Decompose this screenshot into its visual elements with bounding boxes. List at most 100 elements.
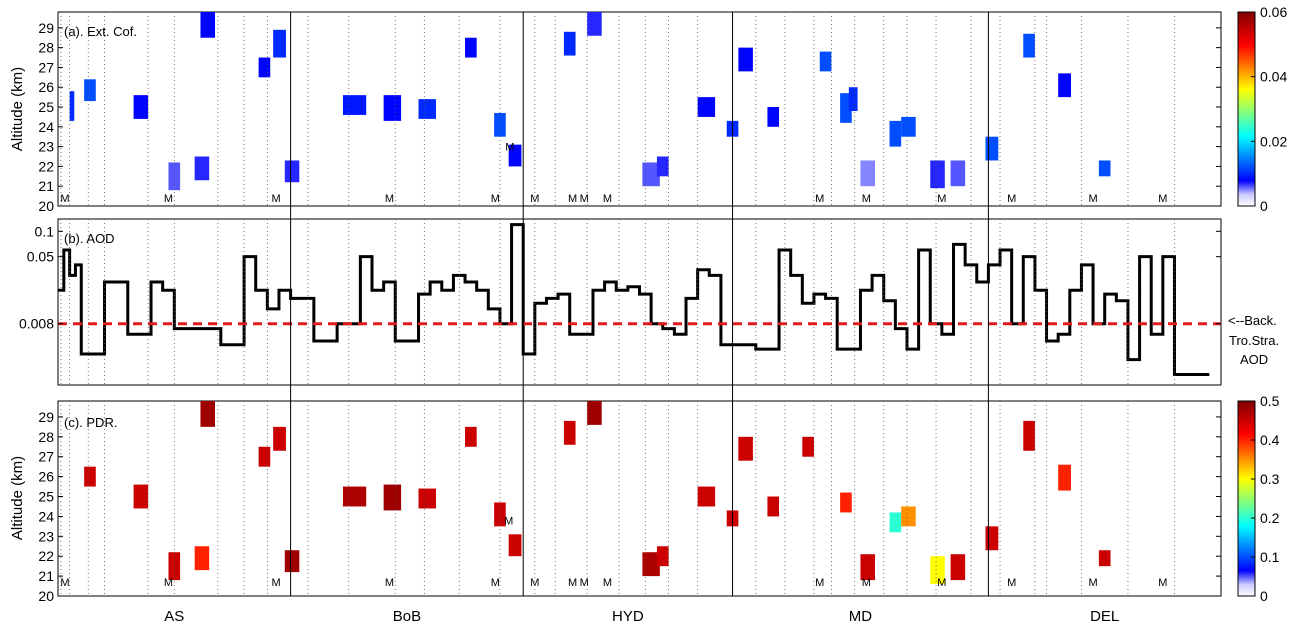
ytick-label: 25 — [38, 99, 54, 115]
month-marker-label: M — [937, 193, 946, 205]
month-marker-label: M — [815, 193, 824, 205]
month-marker-label: M — [530, 577, 539, 589]
heatmap-cell — [656, 156, 669, 177]
ytick-label: 0.008 — [19, 316, 54, 332]
heatmap-cell — [200, 401, 216, 427]
ytick-label: 22 — [38, 158, 54, 174]
region-labels: AS BoB HYD MD DEL — [164, 608, 1119, 625]
colorbar-tick-label: 0.02 — [1260, 133, 1287, 149]
heatmap-cell — [284, 160, 300, 183]
heatmap-cell — [1098, 160, 1111, 177]
heatmap-cell — [901, 116, 916, 137]
panel-c-label: (c). PDR. — [64, 415, 117, 430]
aod-series-line — [58, 223, 1210, 376]
month-marker-label: M — [580, 193, 589, 205]
ytick-label: 29 — [38, 409, 54, 425]
heatmap-cell — [901, 506, 916, 527]
month-marker-label: M — [491, 193, 500, 205]
month-marker-label: M — [1158, 193, 1167, 205]
region-label: HYD — [612, 608, 644, 625]
ytick-label: 22 — [38, 548, 54, 564]
heatmap-cell — [133, 95, 149, 119]
heatmap-cell — [273, 426, 286, 451]
heatmap-cell — [587, 12, 602, 36]
background-label-line2: Tro.Stra. — [1229, 333, 1279, 348]
month-marker-label: M — [862, 193, 871, 205]
heatmap-cell — [697, 97, 716, 117]
heatmap-cell — [194, 546, 210, 571]
heatmap-cell — [284, 550, 300, 573]
month-marker-label: M — [1088, 577, 1097, 589]
panel-c-data: M M M M MMM M M M M M M M M M — [60, 401, 1167, 589]
heatmap-cell — [342, 486, 367, 507]
ytick-label: 28 — [38, 40, 54, 56]
region-dividers — [60, 12, 1175, 596]
panel-a-ylabel: Altitude (km) — [9, 67, 26, 151]
colorbar-tick-label: 0 — [1260, 588, 1268, 604]
ytick-label: 0.1 — [35, 223, 55, 239]
panel-c-ylabel: Altitude (km) — [9, 456, 26, 540]
ytick-label: 23 — [38, 139, 54, 155]
heatmap-cell — [1098, 550, 1111, 567]
heatmap-cell — [840, 93, 852, 123]
heatmap-cell — [1058, 73, 1071, 98]
heatmap-cell — [258, 57, 271, 78]
heatmap-cell — [494, 502, 506, 527]
ytick-label: 28 — [38, 429, 54, 445]
colorbars: 0 0.02 0.04 0.06 0 0.1 0.2 0.3 0.4 0.5 — [1237, 4, 1287, 604]
heatmap-cell — [273, 29, 286, 58]
heatmap-cell — [84, 79, 96, 102]
heatmap-cell — [1023, 420, 1035, 451]
colorbar-tick-label: 0.4 — [1260, 432, 1280, 448]
month-marker-label: M — [568, 193, 577, 205]
heatmap-cell — [418, 488, 436, 509]
month-marker-label: M — [60, 193, 69, 205]
heatmap-cell — [1023, 33, 1035, 58]
heatmap-cell — [642, 162, 660, 187]
month-marker-label: M — [504, 515, 513, 527]
heatmap-cell — [465, 37, 477, 58]
panel-b-data — [58, 223, 1221, 376]
heatmap-cell — [563, 420, 576, 445]
month-marker-label: M — [385, 193, 394, 205]
heatmap-cell — [383, 484, 402, 511]
region-label: BoB — [393, 608, 421, 625]
heatmap-cell — [133, 484, 149, 509]
month-marker-label: M — [1007, 577, 1016, 589]
heatmap-cell — [200, 12, 216, 38]
ytick-label: 20 — [38, 588, 54, 604]
heatmap-cell — [802, 436, 814, 457]
heatmap-cell — [950, 160, 966, 187]
month-marker-label: M — [491, 577, 500, 589]
month-marker-label: M — [603, 577, 612, 589]
colorbar-tick-label: 0.06 — [1260, 4, 1287, 20]
colorbar-tick-label: 0.04 — [1260, 69, 1287, 85]
heatmap-cell — [738, 47, 753, 72]
ytick-label: 20 — [38, 198, 54, 214]
heatmap-cell — [985, 526, 999, 551]
heatmap-cell — [860, 160, 876, 187]
month-marker-label: M — [530, 193, 539, 205]
heatmap-cell — [69, 91, 75, 121]
ytick-label: 26 — [38, 469, 54, 485]
colorbar-tick-label: 0 — [1260, 198, 1268, 214]
heatmap-cell — [1058, 464, 1071, 491]
heatmap-cell — [508, 534, 522, 557]
panel-a-label: (a). Ext. Cof. — [64, 24, 137, 39]
ytick-label: 0.05 — [27, 249, 54, 265]
background-label-line1: <--Back. — [1228, 313, 1277, 328]
heatmap-cell — [84, 466, 96, 487]
month-marker-label: M — [580, 577, 589, 589]
heatmap-cell — [767, 496, 780, 517]
colorbar-tick-label: 0.5 — [1260, 393, 1280, 409]
heatmap-cell — [819, 51, 832, 72]
heatmap-cell — [930, 160, 945, 189]
month-marker-label: M — [1158, 577, 1167, 589]
heatmap-cell — [697, 486, 716, 507]
ytick-label: 27 — [38, 449, 54, 465]
background-label-line3: AOD — [1240, 352, 1268, 367]
heatmap-cell — [840, 492, 852, 513]
heatmap-cell — [950, 554, 966, 581]
month-marker-label: M — [505, 142, 514, 154]
